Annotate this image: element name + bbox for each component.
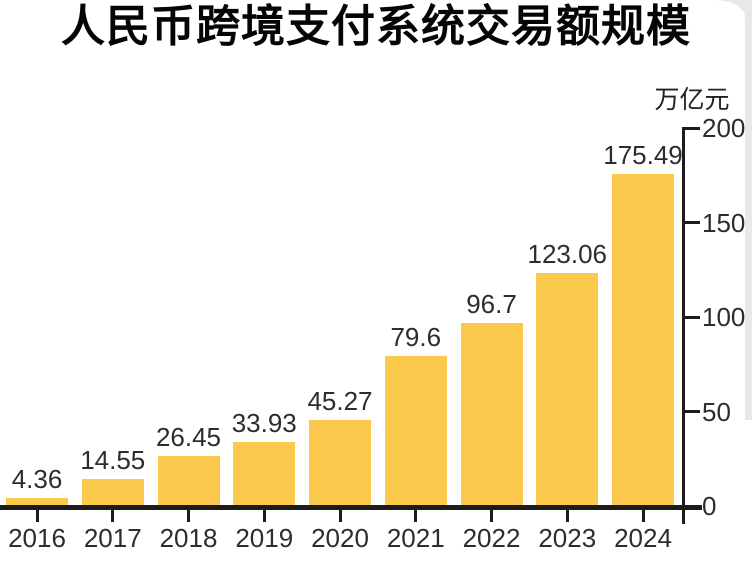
bar-2018 bbox=[157, 456, 220, 507]
bar-value-label-2017: 14.55 bbox=[80, 444, 146, 475]
y-tick-label: 150 bbox=[702, 207, 746, 238]
y-axis-tick bbox=[685, 221, 700, 224]
x-tick-label-2021: 2021 bbox=[386, 523, 445, 553]
chart-title: 人民币跨境支付系统交易额规模 bbox=[61, 2, 691, 51]
x-axis-tick-2017 bbox=[111, 510, 115, 522]
x-axis-tick-2022 bbox=[490, 510, 493, 522]
y-axis-tick bbox=[685, 315, 700, 319]
x-axis-tick-2018 bbox=[187, 510, 190, 522]
bar-2024 bbox=[612, 174, 674, 507]
y-axis-unit-label: 万亿元 bbox=[654, 86, 730, 114]
bar-2019 bbox=[233, 441, 296, 507]
bar-2021 bbox=[384, 355, 447, 507]
x-tick-label-2017: 2017 bbox=[83, 523, 142, 553]
bar-value-label-2018: 26.45 bbox=[155, 422, 222, 452]
y-tick-label: 50 bbox=[702, 396, 731, 427]
x-tick-label-2023: 2023 bbox=[538, 523, 597, 553]
bar-2023 bbox=[536, 273, 599, 507]
y-tick-label: 200 bbox=[702, 113, 746, 143]
y-tick-label: 0 bbox=[702, 491, 717, 521]
rounded-corner-artifact bbox=[712, 0, 752, 17]
bar-2022 bbox=[460, 323, 523, 507]
x-axis-tick-2019 bbox=[262, 510, 266, 522]
y-axis-line bbox=[682, 127, 685, 524]
y-tick-label: 100 bbox=[702, 302, 746, 332]
bar-2016 bbox=[6, 497, 68, 507]
bar-value-label-2024: 175.49 bbox=[603, 140, 683, 171]
y-axis-tick bbox=[685, 126, 700, 130]
bar-value-label-2016: 4.36 bbox=[11, 463, 63, 494]
card-corner-shape bbox=[712, 0, 745, 17]
bar-2017 bbox=[81, 478, 144, 507]
x-tick-label-2022: 2022 bbox=[462, 523, 521, 553]
x-tick-label-2024: 2024 bbox=[614, 523, 672, 553]
bar-value-label-2021: 79.6 bbox=[390, 321, 442, 352]
x-axis-tick-2020 bbox=[338, 510, 342, 522]
x-tick-label-2018: 2018 bbox=[159, 523, 218, 553]
x-tick-label-2020: 2020 bbox=[311, 523, 369, 553]
x-axis-tick-2024 bbox=[641, 510, 645, 522]
x-axis-tick-2021 bbox=[414, 510, 418, 522]
bar-value-label-2023: 123.06 bbox=[527, 239, 608, 270]
x-tick-label-2019: 2019 bbox=[235, 523, 294, 553]
bar-value-label-2022: 96.7 bbox=[466, 289, 517, 320]
x-axis-tick-2016 bbox=[35, 510, 39, 522]
bar-value-label-2020: 45.27 bbox=[307, 386, 373, 417]
x-tick-label-2016: 2016 bbox=[8, 523, 66, 553]
y-axis-tick bbox=[685, 410, 700, 413]
bar-value-label-2019: 33.93 bbox=[231, 407, 297, 438]
x-axis-line bbox=[0, 505, 702, 510]
bar-2020 bbox=[309, 420, 371, 507]
x-axis-tick-2023 bbox=[565, 510, 569, 522]
screenshot-edge-strip-artifact bbox=[745, 0, 752, 420]
